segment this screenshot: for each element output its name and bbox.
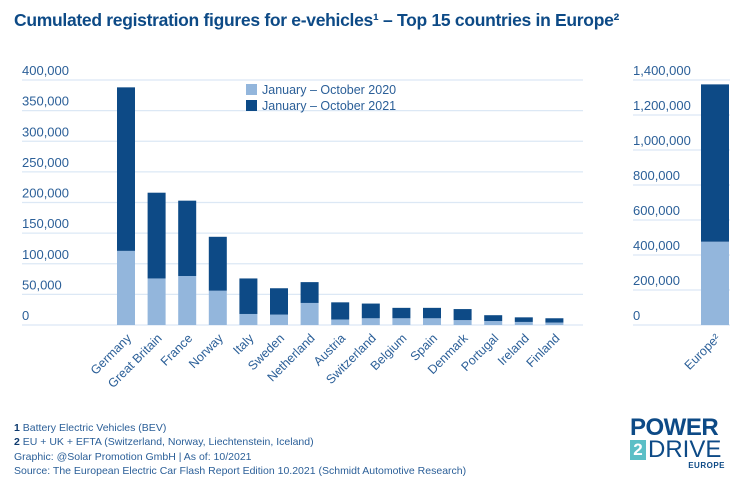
y-tick-label: 250,000 — [22, 155, 69, 170]
bar-2021-segment — [484, 315, 503, 322]
graphic-credit: Graphic: @Solar Promotion GmbH | As of: … — [14, 450, 252, 463]
y-tick-label: 0 — [633, 308, 640, 323]
legend-swatch-2020 — [246, 84, 257, 95]
bar-2021-segment — [361, 303, 380, 319]
y-tick-label: 1,400,000 — [633, 63, 691, 78]
y-tick-label: 400,000 — [22, 63, 69, 78]
bar-2020-segment — [331, 319, 350, 325]
bar-2020-segment — [453, 320, 472, 325]
bar-2021-segment — [270, 288, 288, 315]
y-tick-label: 0 — [22, 308, 29, 323]
y-tick-label: 50,000 — [22, 277, 62, 292]
x-category-label: Europe² — [682, 331, 723, 372]
bar-2021-segment — [701, 84, 729, 242]
y-tick-label: 1,000,000 — [633, 133, 691, 148]
footnote-1: 1 Battery Electric Vehicles (BEV) — [14, 422, 167, 434]
y-tick-label: 300,000 — [22, 124, 69, 139]
bar-2021-segment — [453, 309, 472, 321]
bar-2020-segment — [147, 278, 166, 325]
footnotes: 1 Battery Electric Vehicles (BEV) 2 EU +… — [14, 421, 466, 478]
bar-2020-segment — [270, 314, 288, 325]
bar-2020-segment — [423, 318, 441, 325]
bar-2021-segment — [331, 302, 350, 320]
footnote-2: 2 EU + UK + EFTA (Switzerland, Norway, L… — [14, 436, 314, 449]
bar-2020-segment — [484, 321, 503, 325]
power2drive-logo: POWER 2 DRIVE EUROPE — [630, 414, 725, 470]
legend-label: January – October 2020 — [262, 83, 396, 97]
y-tick-label: 1,200,000 — [633, 98, 691, 113]
y-tick-label: 600,000 — [633, 203, 680, 218]
bar-2021-segment — [239, 278, 258, 314]
legend-swatch-2021 — [246, 100, 257, 111]
bar-2020-segment — [300, 302, 319, 325]
chart-title: Cumulated registration figures for e-veh… — [14, 10, 620, 30]
bar-2020-segment — [117, 250, 135, 325]
y-tick-label: 350,000 — [22, 94, 69, 109]
bar-2021-segment — [117, 87, 135, 251]
bar-2021-segment — [392, 307, 411, 319]
bar-2021-segment — [300, 282, 319, 303]
legend-label: January – October 2021 — [262, 99, 396, 113]
y-tick-label: 800,000 — [633, 168, 680, 183]
bar-2020-segment — [701, 241, 729, 325]
bar-2021-segment — [208, 236, 227, 291]
bar-2020-segment — [239, 313, 258, 325]
bar-2020-segment — [208, 290, 227, 325]
y-tick-label: 100,000 — [22, 247, 69, 262]
bar-2020-segment — [392, 318, 411, 325]
x-category-label: Italy — [230, 331, 257, 358]
x-category-label: Norway — [186, 331, 226, 371]
bar-2021-segment — [545, 318, 564, 323]
bar-2020-segment — [545, 322, 564, 325]
bar-2021-segment — [178, 200, 197, 276]
bar-2020-segment — [178, 276, 197, 325]
bar-2020-segment — [361, 318, 380, 325]
bar-2021-segment — [514, 317, 533, 322]
y-tick-label: 150,000 — [22, 216, 69, 231]
y-tick-label: 400,000 — [633, 238, 680, 253]
bar-2021-segment — [423, 307, 441, 319]
x-category-label: Finland — [524, 331, 563, 370]
bar-2020-segment — [514, 321, 533, 325]
y-tick-label: 200,000 — [633, 273, 680, 288]
source-note: Source: The European Electric Car Flash … — [14, 464, 467, 477]
y-tick-label: 200,000 — [22, 186, 69, 201]
bar-2021-segment — [147, 192, 166, 279]
